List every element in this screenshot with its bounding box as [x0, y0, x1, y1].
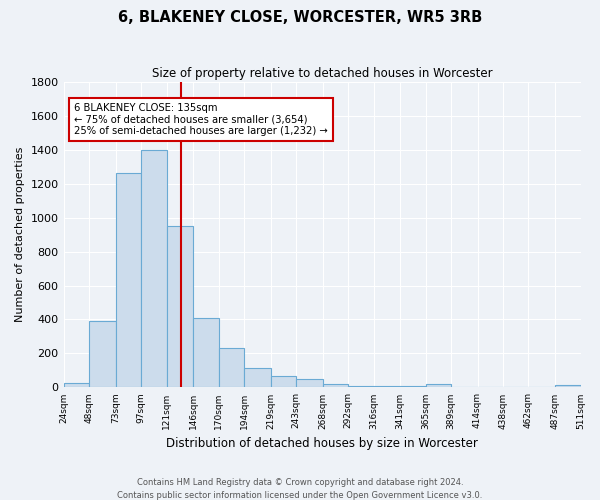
Bar	[244, 368, 271, 388]
Text: 6, BLAKENEY CLOSE, WORCESTER, WR5 3RB: 6, BLAKENEY CLOSE, WORCESTER, WR5 3RB	[118, 10, 482, 25]
Bar	[400, 386, 425, 388]
Bar	[116, 174, 141, 388]
Bar	[374, 386, 400, 388]
Bar	[64, 383, 89, 388]
Bar	[218, 348, 244, 388]
Y-axis label: Number of detached properties: Number of detached properties	[15, 147, 25, 322]
Bar	[89, 321, 116, 388]
Bar	[193, 318, 218, 388]
Bar	[478, 386, 503, 388]
Bar	[425, 384, 451, 388]
Bar	[323, 384, 348, 388]
Bar	[167, 226, 193, 388]
Bar	[348, 386, 374, 388]
Bar	[141, 150, 167, 388]
Title: Size of property relative to detached houses in Worcester: Size of property relative to detached ho…	[152, 68, 493, 80]
Text: 6 BLAKENEY CLOSE: 135sqm
← 75% of detached houses are smaller (3,654)
25% of sem: 6 BLAKENEY CLOSE: 135sqm ← 75% of detach…	[74, 103, 328, 136]
Bar	[555, 385, 581, 388]
Bar	[271, 376, 296, 388]
Text: Contains HM Land Registry data © Crown copyright and database right 2024.
Contai: Contains HM Land Registry data © Crown c…	[118, 478, 482, 500]
Bar	[296, 379, 323, 388]
Bar	[451, 386, 478, 388]
X-axis label: Distribution of detached houses by size in Worcester: Distribution of detached houses by size …	[166, 437, 478, 450]
